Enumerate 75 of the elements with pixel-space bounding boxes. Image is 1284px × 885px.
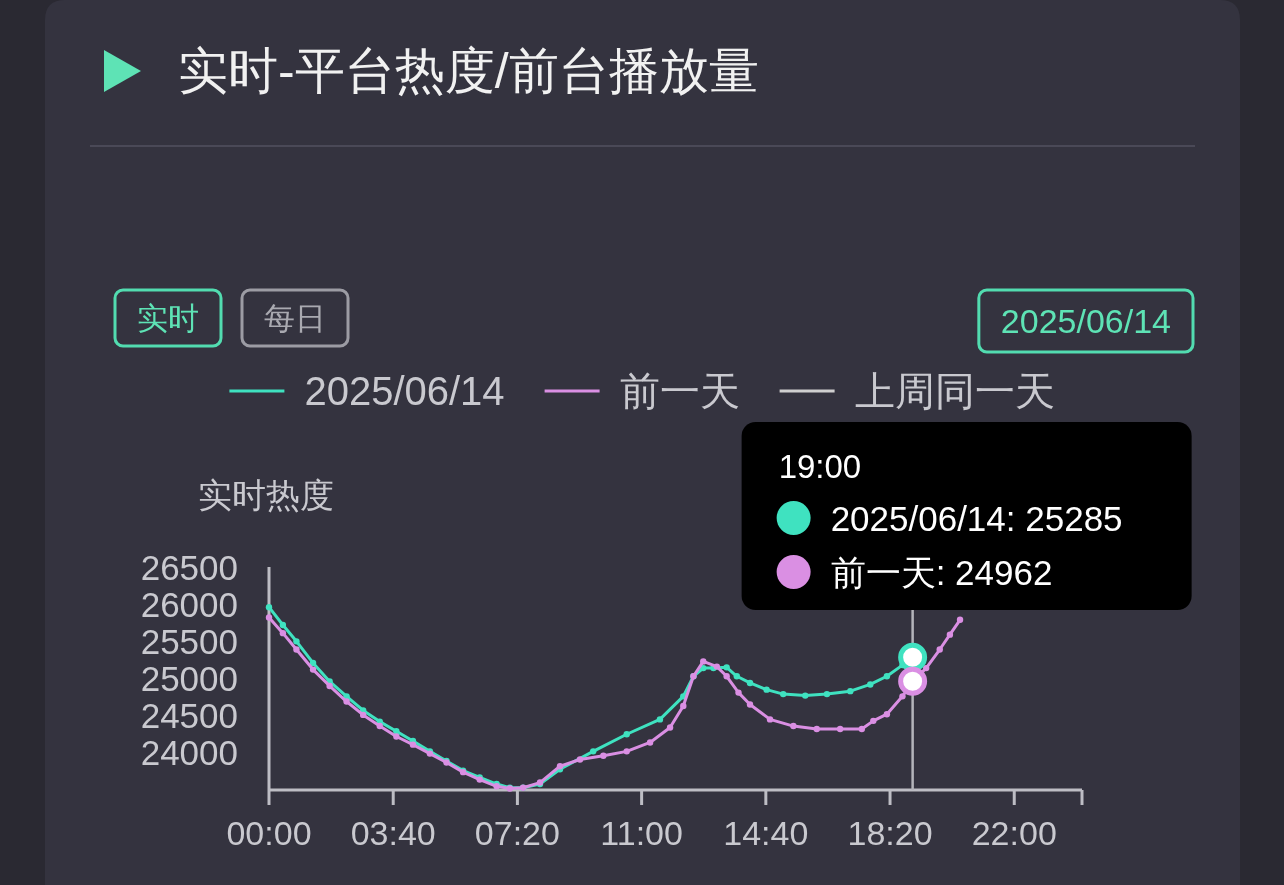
y-tick-label: 24000 bbox=[140, 733, 238, 773]
point bbox=[713, 663, 721, 670]
x-tick-label: 11:00 bbox=[600, 814, 683, 852]
point bbox=[623, 748, 630, 755]
annotation: 前一天: 24962 bbox=[830, 552, 1053, 592]
point bbox=[870, 717, 877, 725]
point bbox=[409, 741, 417, 748]
x-tick-label: 07:20 bbox=[474, 814, 560, 852]
point bbox=[883, 673, 891, 680]
y-tick-label: 24500 bbox=[140, 696, 238, 736]
point bbox=[680, 702, 687, 710]
point bbox=[883, 710, 891, 718]
point bbox=[576, 756, 584, 763]
point bbox=[376, 722, 383, 730]
x-tick-label: 18:20 bbox=[847, 814, 933, 852]
point bbox=[265, 614, 273, 621]
point bbox=[858, 725, 866, 733]
legend-label: 上周同一天 bbox=[854, 369, 1055, 413]
point bbox=[780, 690, 787, 698]
point bbox=[763, 686, 770, 693]
y-axis-title: 实时热度 bbox=[198, 476, 334, 514]
point bbox=[265, 603, 273, 611]
y-tick-label: 26000 bbox=[140, 584, 238, 624]
point bbox=[309, 666, 317, 673]
point bbox=[735, 689, 742, 696]
point bbox=[746, 679, 754, 687]
point bbox=[723, 673, 730, 680]
point bbox=[700, 664, 707, 672]
point bbox=[813, 725, 820, 733]
point bbox=[393, 733, 400, 740]
point bbox=[293, 638, 300, 645]
text: 2025/06/14: 25285 bbox=[830, 498, 1123, 538]
point bbox=[746, 701, 754, 708]
point bbox=[656, 716, 664, 723]
x-tick-label: 22:00 bbox=[971, 814, 1057, 852]
point bbox=[666, 724, 674, 731]
point bbox=[836, 725, 844, 733]
x-tick-label: 00:00 bbox=[226, 814, 312, 852]
point bbox=[700, 658, 707, 665]
chart-title: 实时-平台热度/前台播放量 bbox=[178, 43, 759, 99]
point bbox=[646, 739, 654, 746]
point bbox=[790, 722, 797, 730]
point bbox=[936, 646, 943, 653]
point bbox=[802, 692, 809, 699]
legend-label: 2025/06/14 bbox=[304, 369, 505, 413]
point bbox=[623, 731, 630, 738]
point bbox=[589, 748, 597, 755]
point bbox=[956, 616, 964, 623]
point bbox=[309, 659, 317, 667]
point bbox=[867, 681, 874, 688]
y-tick-label: 26500 bbox=[140, 547, 238, 587]
y-tick-label: 25500 bbox=[140, 621, 238, 661]
text: 每日 bbox=[264, 300, 326, 336]
point bbox=[946, 631, 954, 638]
y-tick-label: 25000 bbox=[140, 659, 238, 698]
point bbox=[823, 690, 831, 698]
point bbox=[600, 752, 607, 760]
x-tick-label: 03:40 bbox=[350, 814, 436, 852]
point bbox=[326, 682, 333, 690]
point bbox=[899, 693, 906, 700]
point bbox=[279, 621, 287, 629]
point bbox=[359, 711, 367, 719]
x-tick-label: 14:40 bbox=[723, 814, 809, 852]
point bbox=[766, 716, 774, 723]
legend-label: 前一天 bbox=[619, 369, 740, 413]
point bbox=[922, 664, 930, 672]
ref-line-label: 19:00 bbox=[778, 447, 862, 485]
point bbox=[733, 673, 741, 680]
point bbox=[723, 664, 730, 671]
point bbox=[293, 646, 300, 653]
point bbox=[279, 629, 287, 637]
text: 2025/06/14 bbox=[1000, 302, 1171, 340]
point bbox=[847, 687, 854, 695]
text: 实时 bbox=[137, 300, 199, 336]
point bbox=[343, 698, 350, 705]
